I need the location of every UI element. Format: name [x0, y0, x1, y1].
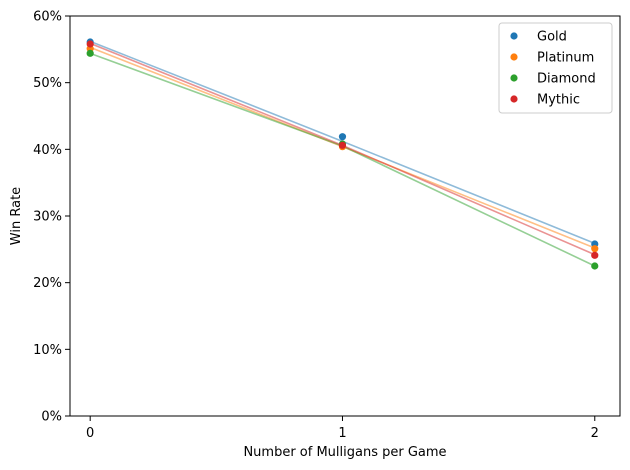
legend-marker-mythic [510, 95, 518, 103]
legend-marker-gold [510, 32, 518, 40]
x-tick-label: 1 [338, 426, 346, 441]
point-diamond [591, 262, 599, 270]
y-axis-ticks: 0% 10% 20% 30% 40% 50% 60% [33, 10, 70, 425]
point-diamond [86, 49, 94, 57]
point-gold [338, 133, 347, 141]
y-tick-label: 60% [33, 10, 62, 25]
legend-label-diamond: Diamond [537, 72, 596, 87]
y-tick-label: 40% [33, 143, 62, 158]
legend-label-gold: Gold [537, 30, 567, 45]
legend-box [498, 22, 613, 114]
x-tick-label: 0 [86, 426, 94, 441]
x-axis-label: Number of Mulligans per Game [243, 445, 446, 460]
x-axis-ticks: 0 1 2 [86, 416, 599, 441]
point-mythic [591, 251, 599, 259]
point-mythic [338, 141, 347, 149]
legend-label-platinum: Platinum [537, 51, 594, 66]
y-tick-label: 0% [41, 410, 62, 425]
legend: Gold Platinum Diamond Mythic [498, 22, 613, 114]
point-platinum [591, 245, 599, 253]
y-tick-label: 10% [33, 343, 62, 358]
x-tick-label: 2 [591, 426, 599, 441]
legend-marker-diamond [510, 74, 518, 82]
point-mythic [86, 40, 94, 48]
data-points [86, 38, 599, 270]
legend-label-mythic: Mythic [537, 93, 580, 108]
y-tick-label: 50% [33, 76, 62, 91]
legend-marker-platinum [510, 53, 518, 61]
y-tick-label: 20% [33, 276, 62, 291]
y-tick-label: 30% [33, 210, 62, 225]
y-axis-label: Win Rate [9, 187, 24, 245]
